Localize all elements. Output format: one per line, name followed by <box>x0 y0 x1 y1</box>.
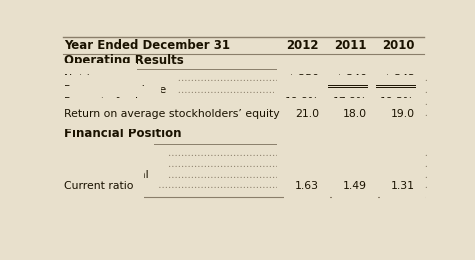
Text: ................................................................................: ........................................… <box>64 181 454 191</box>
Text: Current ratio: Current ratio <box>64 181 133 191</box>
Text: $ 497: $ 497 <box>336 149 367 159</box>
Text: $ 362: $ 362 <box>288 159 319 170</box>
Text: $1.68: $1.68 <box>336 86 367 95</box>
Text: 21.0: 21.0 <box>295 109 319 119</box>
Text: Percent of sales: Percent of sales <box>64 97 150 107</box>
Text: ................................................................................: ........................................… <box>64 86 454 95</box>
Text: $ 362: $ 362 <box>288 159 319 170</box>
Text: 17.9%: 17.9% <box>332 97 367 107</box>
Text: $ 250: $ 250 <box>288 74 319 84</box>
Text: $ 590: $ 590 <box>288 149 319 159</box>
Text: ................................................................................: ........................................… <box>64 74 454 83</box>
Text: 17.9%: 17.9% <box>332 97 367 107</box>
Text: 19.9%: 19.9% <box>285 97 319 107</box>
Text: 18.0: 18.0 <box>342 109 367 119</box>
Text: $ 342: $ 342 <box>384 74 415 84</box>
Text: $ 333: $ 333 <box>336 159 367 170</box>
Text: Current liabilities: Current liabilities <box>64 159 156 170</box>
Text: ................................................................................: ........................................… <box>64 149 454 158</box>
Text: Financial Position: Financial Position <box>64 127 181 140</box>
Text: Return on average stockholders’ equity: Return on average stockholders’ equity <box>64 109 279 119</box>
Text: 2011: 2011 <box>334 38 367 51</box>
Text: Percent of sales: Percent of sales <box>64 97 150 107</box>
Text: $1.99: $1.99 <box>384 86 415 95</box>
Text: Current assets: Current assets <box>64 149 142 159</box>
Text: 19.3%: 19.3% <box>380 97 415 107</box>
Text: $ 497: $ 497 <box>336 149 367 159</box>
Text: $1.37: $1.37 <box>288 86 319 95</box>
Text: Working capital: Working capital <box>64 170 148 180</box>
Text: $1.68: $1.68 <box>336 86 367 95</box>
Text: Operating Results: Operating Results <box>64 54 183 67</box>
Text: 18.0: 18.0 <box>342 109 367 119</box>
Text: 1.49: 1.49 <box>343 181 367 191</box>
Text: $ 590: $ 590 <box>288 149 319 159</box>
Text: Net income: Net income <box>64 74 126 84</box>
Text: 1.49: 1.49 <box>343 181 367 191</box>
Text: 19.0: 19.0 <box>390 109 415 119</box>
Text: $ 164: $ 164 <box>336 170 367 180</box>
Text: ................................................................................: ........................................… <box>64 160 454 169</box>
Text: $ 339: $ 339 <box>384 159 415 170</box>
Text: $ 342: $ 342 <box>384 74 415 84</box>
Text: $ 228: $ 228 <box>288 170 319 180</box>
Text: 2010: 2010 <box>382 38 415 51</box>
Text: Per common share: Per common share <box>64 86 166 95</box>
Text: 1.63: 1.63 <box>295 181 319 191</box>
Text: $1.99: $1.99 <box>384 86 415 95</box>
Text: 21.0: 21.0 <box>295 109 319 119</box>
Text: ................................................................................: ........................................… <box>64 98 454 107</box>
Text: $ 340: $ 340 <box>336 74 367 84</box>
Text: 19.9%: 19.9% <box>285 97 319 107</box>
Text: $ 250: $ 250 <box>288 74 319 84</box>
Text: Per common share: Per common share <box>64 86 166 95</box>
Text: ................................................................................: ........................................… <box>64 109 454 118</box>
Text: $ 164: $ 164 <box>336 170 367 180</box>
Text: 19.0: 19.0 <box>390 109 415 119</box>
Text: $ 333: $ 333 <box>336 159 367 170</box>
Text: $1.37: $1.37 <box>288 86 319 95</box>
Text: 1.31: 1.31 <box>390 181 415 191</box>
Text: 19.3%: 19.3% <box>380 97 415 107</box>
Text: Working capital: Working capital <box>64 170 148 180</box>
Text: $ 228: $ 228 <box>288 170 319 180</box>
Text: $ 445: $ 445 <box>384 149 415 159</box>
Text: ................................................................................: ........................................… <box>64 171 454 180</box>
Text: $ 339: $ 339 <box>384 159 415 170</box>
Text: Current assets: Current assets <box>64 149 142 159</box>
Text: 1.63: 1.63 <box>295 181 319 191</box>
Text: $ 340: $ 340 <box>336 74 367 84</box>
Text: 1.31: 1.31 <box>390 181 415 191</box>
Text: Current liabilities: Current liabilities <box>64 159 156 170</box>
Text: Return on average stockholders’ equity: Return on average stockholders’ equity <box>64 109 279 119</box>
Text: $ 106: $ 106 <box>383 170 415 180</box>
Text: Year Ended December 31: Year Ended December 31 <box>64 38 230 51</box>
Text: $ 445: $ 445 <box>384 149 415 159</box>
Text: Current ratio: Current ratio <box>64 181 133 191</box>
Text: Net income: Net income <box>64 74 126 84</box>
Text: 2012: 2012 <box>286 38 319 51</box>
Text: $ 106: $ 106 <box>383 170 415 180</box>
